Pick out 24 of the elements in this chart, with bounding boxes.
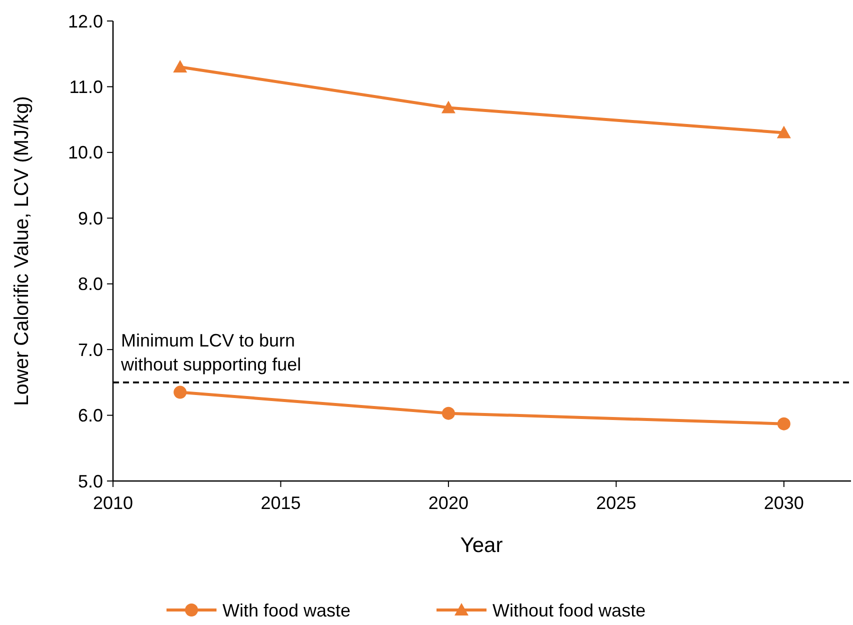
point — [442, 406, 455, 420]
y-tick-label: 11.0 — [69, 77, 103, 98]
y-tick-label: 6.0 — [78, 406, 103, 426]
y-tick-label: 9.0 — [78, 208, 103, 228]
x-tick-label: 2025 — [596, 493, 636, 513]
point — [174, 386, 187, 399]
y-tick-label: 5.0 — [78, 471, 103, 492]
x-tick-label: 2030 — [764, 493, 804, 513]
ref-line-label: Minimum LCV to burn without supporting fuel — [120, 330, 302, 374]
x-axis-title: Year — [460, 534, 503, 557]
x-tick-label: 2015 — [260, 493, 301, 513]
point — [441, 100, 456, 114]
legend-label: Without food waste — [492, 600, 646, 620]
x-tick-label: 2010 — [92, 493, 134, 513]
point — [777, 417, 790, 430]
point — [173, 60, 188, 72]
legend-label: With food waste — [222, 600, 351, 620]
x-tick-label: 2020 — [428, 493, 468, 513]
point — [776, 126, 791, 138]
y-tick-label: 8.0 — [78, 274, 103, 294]
y-tick-label: 7.0 — [78, 340, 103, 360]
y-tick-label: 10.0 — [68, 142, 103, 163]
y-tick-label: 12.0 — [68, 11, 103, 32]
y-axis-title: Lower Calorific Value, LCV (MJ/kg) — [11, 96, 33, 406]
